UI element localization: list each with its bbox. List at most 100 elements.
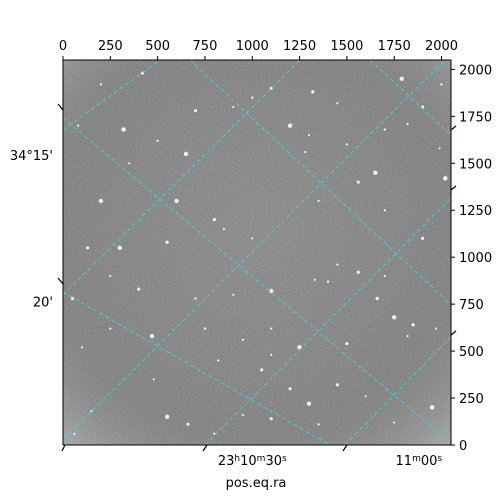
dec-tick-mark [57, 277, 64, 285]
y-tick-label: 500 [459, 345, 484, 360]
star [383, 274, 386, 278]
image-vignette [63, 60, 451, 445]
ra-tick-mark [61, 444, 66, 452]
star [109, 327, 112, 330]
star [241, 413, 244, 417]
grid-line [63, 60, 446, 441]
star [406, 335, 409, 338]
star [364, 395, 367, 398]
star [406, 122, 409, 125]
star [421, 236, 425, 240]
grid-line [63, 60, 161, 131]
star [335, 383, 339, 387]
ra-tick-label: 23h10m30s [218, 454, 287, 469]
star [98, 198, 104, 204]
star [128, 162, 131, 165]
star [288, 387, 292, 391]
star [260, 368, 264, 372]
star [317, 199, 320, 202]
y-tick-label: 2000 [459, 63, 492, 78]
star [232, 105, 235, 109]
x-tick-label: 1000 [236, 39, 269, 54]
star [269, 417, 273, 421]
dec-tick-mark-right [450, 330, 457, 336]
y-tick-label: 1000 [459, 251, 492, 266]
dec-axis-left: 34°15' 20' [10, 103, 457, 336]
star [152, 378, 155, 381]
star [121, 127, 126, 132]
star [270, 353, 273, 356]
y-axis-right: 0 250 500 750 1000 1250 1500 1750 2000 [451, 63, 492, 454]
star [307, 134, 311, 137]
y-tick-label: 250 [459, 392, 484, 407]
star [186, 422, 190, 426]
star [174, 198, 179, 204]
star [345, 342, 349, 346]
dec-tick-label: 34°15' [10, 149, 53, 164]
grid-line [189, 60, 451, 306]
star [251, 96, 254, 99]
star [392, 315, 397, 320]
star [306, 401, 312, 406]
y-tick-label: 750 [459, 298, 484, 313]
star [73, 432, 76, 435]
star [411, 323, 415, 327]
star [373, 170, 378, 175]
star [213, 432, 216, 435]
star [90, 410, 93, 413]
y-tick-label: 1750 [459, 110, 492, 125]
grid-line [63, 291, 331, 445]
star [304, 150, 307, 154]
star [99, 83, 102, 86]
star [375, 296, 379, 301]
star [383, 128, 386, 131]
x-tick-label: 500 [145, 39, 170, 54]
star [109, 274, 112, 278]
star [443, 176, 448, 181]
star [345, 143, 348, 146]
star [222, 227, 225, 231]
dec-tick-mark-right [450, 185, 457, 191]
star [117, 245, 123, 250]
star [356, 180, 360, 184]
x-tick-label: 250 [98, 39, 123, 54]
dec-tick-label: 20' [33, 295, 53, 310]
star [440, 83, 443, 86]
star [241, 338, 244, 341]
x-tick-label: 1750 [378, 39, 411, 54]
star [311, 90, 315, 94]
star [336, 263, 339, 266]
grid-line [204, 197, 451, 445]
star [429, 405, 435, 410]
x-tick-label: 0 [59, 39, 67, 54]
star [217, 359, 220, 362]
star [193, 109, 198, 113]
grid-line [63, 117, 451, 444]
ra-axis-bottom: 23h10m30s 11m00s [61, 444, 443, 469]
star [317, 423, 320, 426]
plot-frame [62, 59, 452, 446]
grid-line [344, 336, 451, 445]
star [203, 327, 207, 330]
grid-line [369, 60, 451, 136]
star [326, 280, 330, 283]
star [77, 124, 80, 127]
x-axis-title: pos.eq.ra [226, 476, 287, 491]
x-tick-label: 1500 [330, 39, 363, 54]
star [356, 270, 360, 274]
x-axis-top: 0 250 500 750 1000 1250 1500 1750 2000 [59, 39, 458, 60]
dec-tick-mark-right [450, 125, 457, 131]
ra-tick-label: 11m00s [396, 454, 443, 469]
image-panel [62, 59, 452, 446]
star [70, 296, 75, 301]
star [269, 288, 274, 294]
star-field [70, 71, 448, 435]
star [137, 287, 141, 291]
star [183, 151, 189, 157]
star [232, 293, 235, 296]
star [287, 123, 293, 128]
star [399, 76, 404, 82]
star [393, 421, 396, 424]
x-tick-label: 2000 [425, 39, 458, 54]
